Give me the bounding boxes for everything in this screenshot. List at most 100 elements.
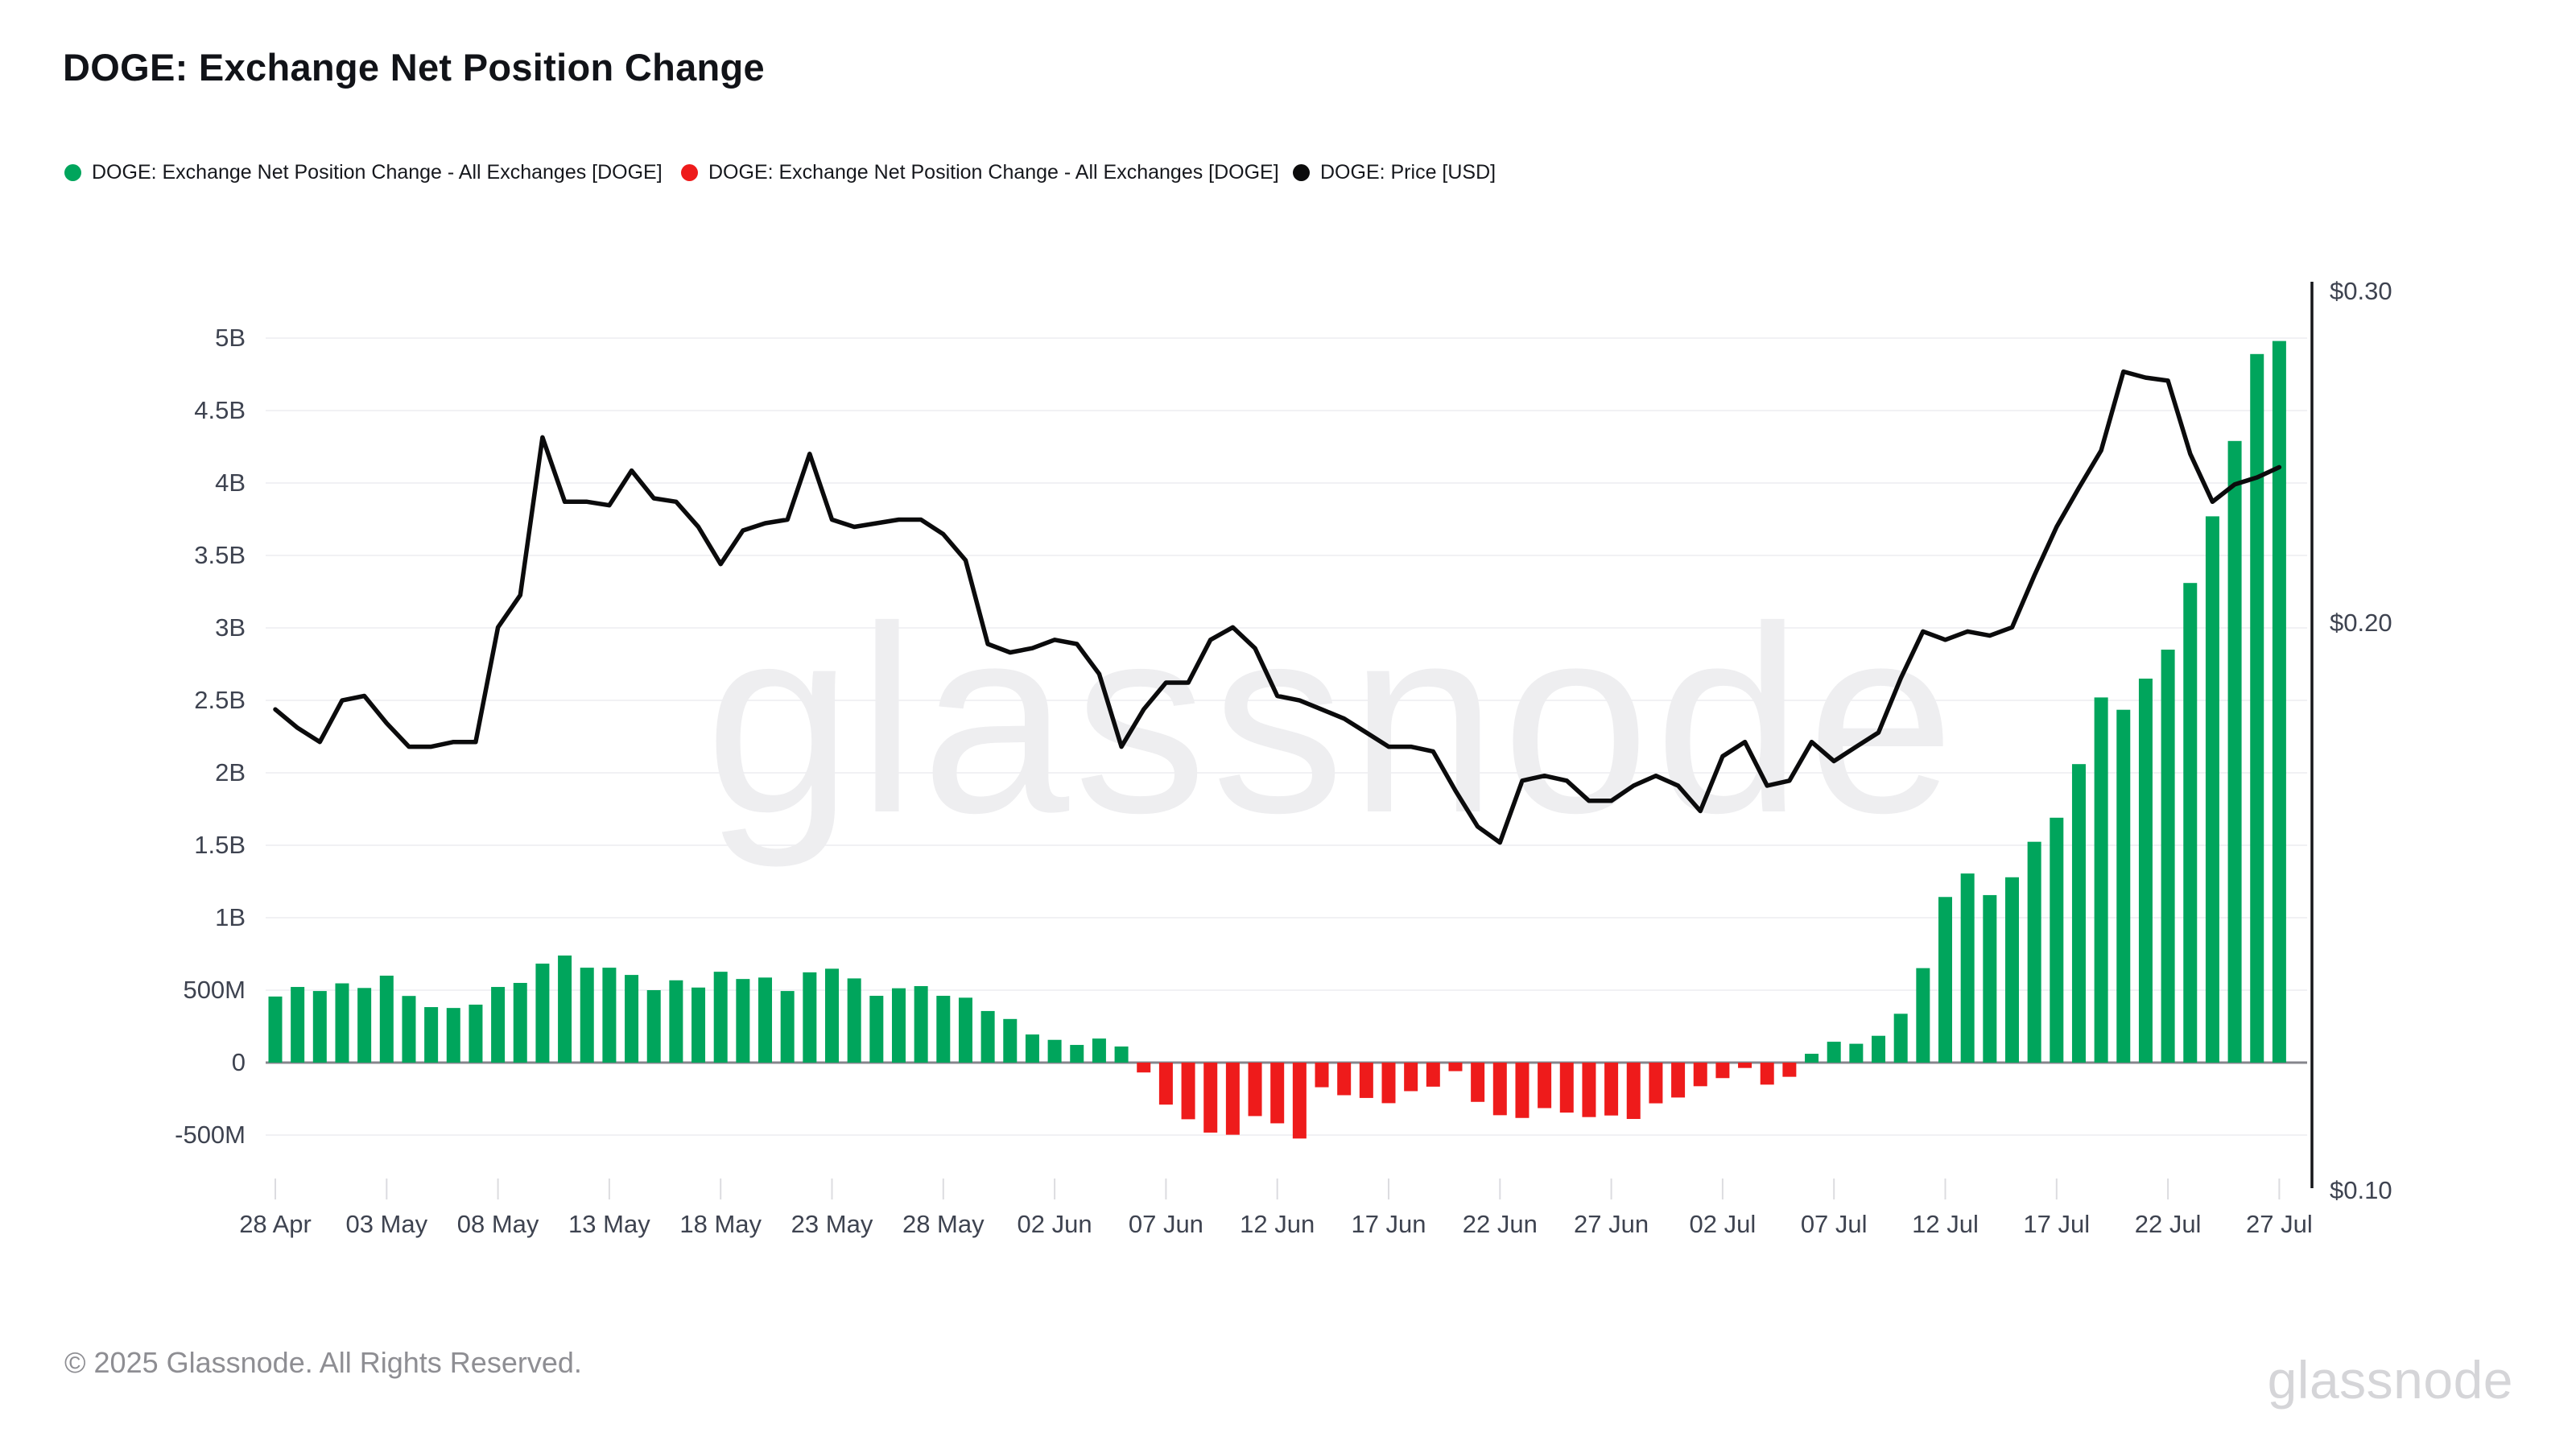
net-position-bar[interactable] <box>1983 894 1997 1063</box>
net-position-bar[interactable] <box>402 996 416 1063</box>
glassnode-logo: glassnode <box>2267 1350 2513 1410</box>
net-position-bar[interactable] <box>625 975 639 1063</box>
net-position-bar[interactable] <box>736 979 750 1063</box>
net-position-bar[interactable] <box>1471 1063 1485 1102</box>
net-position-bar[interactable] <box>1181 1063 1195 1120</box>
legend-item-outflow[interactable]: DOGE: Exchange Net Position Change - All… <box>681 161 1279 184</box>
net-position-bar[interactable] <box>1671 1063 1686 1098</box>
net-position-bar[interactable] <box>1849 1043 1864 1063</box>
right-axis-tick-label: $0.30 <box>2330 277 2392 305</box>
net-position-bar[interactable] <box>1203 1063 1218 1133</box>
net-position-bar[interactable] <box>446 1008 460 1063</box>
net-position-bar[interactable] <box>758 977 773 1063</box>
net-position-bar[interactable] <box>2138 679 2153 1063</box>
net-position-bar[interactable] <box>825 968 839 1063</box>
net-position-bar[interactable] <box>1381 1063 1396 1104</box>
net-position-bar[interactable] <box>1448 1063 1463 1071</box>
net-position-bar[interactable] <box>2094 697 2108 1063</box>
net-position-bar[interactable] <box>2272 341 2286 1063</box>
net-position-bar[interactable] <box>2161 650 2175 1063</box>
net-position-bar[interactable] <box>1693 1063 1707 1087</box>
net-position-bar[interactable] <box>1649 1063 1663 1104</box>
net-position-bar[interactable] <box>1248 1063 1262 1117</box>
net-position-bar[interactable] <box>1003 1018 1018 1063</box>
net-position-bar[interactable] <box>1492 1063 1507 1116</box>
legend-item-price[interactable]: DOGE: Price [USD] <box>1293 161 1496 184</box>
net-position-bar[interactable] <box>2004 877 2019 1063</box>
net-position-bar[interactable] <box>646 990 661 1063</box>
net-position-bar[interactable] <box>1270 1063 1285 1124</box>
net-position-bar[interactable] <box>1738 1063 1752 1068</box>
net-position-bar[interactable] <box>291 987 305 1063</box>
net-position-bar[interactable] <box>1760 1063 1774 1085</box>
net-position-bar[interactable] <box>1025 1034 1039 1063</box>
net-position-bar[interactable] <box>869 996 884 1063</box>
net-position-bar[interactable] <box>847 978 861 1063</box>
net-position-bar[interactable] <box>379 976 394 1063</box>
net-position-bar[interactable] <box>936 996 951 1063</box>
page-title: DOGE: Exchange Net Position Change <box>63 46 765 89</box>
net-position-bar[interactable] <box>1137 1063 1151 1073</box>
net-position-bar[interactable] <box>1960 873 1975 1063</box>
net-position-bar[interactable] <box>1158 1063 1173 1105</box>
net-position-bar[interactable] <box>1916 968 1930 1063</box>
net-position-bar[interactable] <box>1604 1063 1619 1116</box>
net-position-bar[interactable] <box>2027 841 2041 1063</box>
net-position-bar[interactable] <box>424 1007 439 1063</box>
net-position-bar[interactable] <box>1538 1063 1552 1108</box>
net-position-bar[interactable] <box>580 968 594 1063</box>
net-position-bar[interactable] <box>469 1005 483 1063</box>
price-line[interactable] <box>273 369 2282 845</box>
net-position-bar[interactable] <box>1805 1054 1819 1063</box>
net-position-bar[interactable] <box>1938 897 1952 1063</box>
net-position-bar[interactable] <box>357 988 372 1063</box>
net-position-bar[interactable] <box>1292 1063 1307 1139</box>
net-position-bar[interactable] <box>1515 1063 1530 1118</box>
net-position-bar[interactable] <box>669 980 683 1063</box>
net-position-bar[interactable] <box>914 985 928 1063</box>
net-position-bar[interactable] <box>602 968 617 1063</box>
net-position-bar[interactable] <box>1315 1063 1329 1088</box>
net-position-bar[interactable] <box>1114 1046 1129 1063</box>
net-position-bar[interactable] <box>780 991 795 1063</box>
net-position-bar[interactable] <box>1559 1063 1574 1113</box>
net-position-bar[interactable] <box>1715 1063 1730 1079</box>
net-position-bar[interactable] <box>491 987 506 1063</box>
net-position-bar[interactable] <box>1359 1063 1373 1098</box>
net-position-bar[interactable] <box>2116 709 2131 1063</box>
net-position-bar[interactable] <box>1782 1063 1797 1077</box>
net-position-bar[interactable] <box>535 964 550 1063</box>
net-position-bar[interactable] <box>1092 1038 1106 1063</box>
net-position-bar[interactable] <box>691 987 706 1063</box>
net-position-bar[interactable] <box>1426 1063 1440 1087</box>
net-position-bar[interactable] <box>513 983 527 1063</box>
net-position-bar[interactable] <box>1582 1063 1596 1117</box>
left-axis-tick-label: 5B <box>215 324 246 352</box>
net-position-bar[interactable] <box>1070 1045 1084 1063</box>
net-position-bar[interactable] <box>1404 1063 1418 1092</box>
net-position-bar[interactable] <box>312 991 327 1063</box>
net-position-bar[interactable] <box>2071 764 2086 1063</box>
net-position-bar[interactable] <box>1225 1063 1240 1135</box>
net-position-bar[interactable] <box>980 1010 995 1063</box>
net-position-bar[interactable] <box>2050 817 2064 1063</box>
net-position-bar[interactable] <box>268 996 283 1063</box>
net-position-bar[interactable] <box>803 972 817 1063</box>
net-position-bar[interactable] <box>335 983 349 1063</box>
net-position-bar[interactable] <box>891 988 906 1063</box>
net-position-bar[interactable] <box>1337 1063 1352 1096</box>
net-position-bar[interactable] <box>1626 1063 1641 1120</box>
net-position-bar[interactable] <box>1893 1013 1908 1063</box>
net-position-bar[interactable] <box>2183 583 2198 1063</box>
net-position-bar[interactable] <box>2250 353 2264 1063</box>
net-position-bar[interactable] <box>958 997 972 1063</box>
net-position-bar[interactable] <box>2227 440 2242 1063</box>
net-position-bar[interactable] <box>558 955 572 1063</box>
net-position-bar[interactable] <box>2205 516 2219 1063</box>
net-position-bar[interactable] <box>1872 1035 1886 1063</box>
net-position-bar[interactable] <box>1827 1042 1841 1063</box>
net-position-bar[interactable] <box>713 972 728 1063</box>
legend-item-inflow[interactable]: DOGE: Exchange Net Position Change - All… <box>64 161 663 184</box>
net-position-bar[interactable] <box>1047 1039 1062 1063</box>
